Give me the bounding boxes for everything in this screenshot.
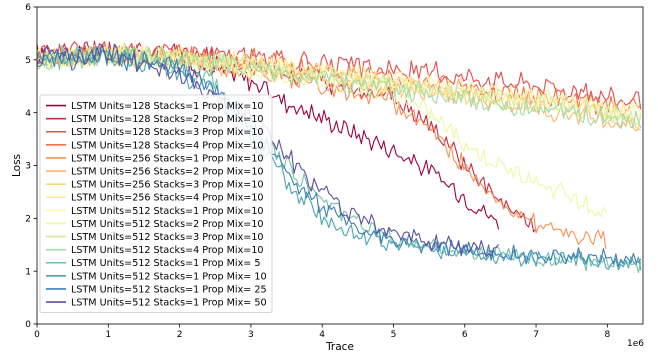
legend: LSTM Units=128 Stacks=1 Prop Mix=10 LSTM … [39, 94, 273, 314]
x-tick-label: 6 [462, 330, 468, 340]
y-tick-label: 2 [25, 215, 31, 225]
y-tick-label: 4 [25, 109, 31, 119]
legend-label-8: LSTM Units=256 Stacks=4 Prop Mix=10 [71, 193, 264, 204]
legend-label-1: LSTM Units=128 Stacks=1 Prop Mix=10 [71, 101, 264, 112]
y-tick-label: 6 [25, 3, 31, 13]
x-tick-label: 2 [177, 330, 183, 340]
legend-entries: LSTM Units=128 Stacks=1 Prop Mix=10 LSTM … [46, 101, 267, 308]
x-tick-label: 8 [604, 330, 610, 340]
x-axis-offset-label: 1e6 [627, 339, 644, 349]
series-line-11 [36, 44, 642, 125]
legend-label-7: LSTM Units=256 Stacks=3 Prop Mix=10 [71, 180, 264, 191]
legend-label-6: LSTM Units=256 Stacks=2 Prop Mix=10 [71, 166, 264, 177]
legend-label-12: LSTM Units=512 Stacks=4 Prop Mix=10 [71, 245, 264, 256]
legend-label-10: LSTM Units=512 Stacks=2 Prop Mix=10 [71, 219, 264, 230]
y-tick-label: 0 [25, 320, 31, 330]
x-tick-label: 3 [248, 330, 254, 340]
legend-label-3: LSTM Units=128 Stacks=3 Prop Mix=10 [71, 127, 264, 138]
legend-label-4: LSTM Units=128 Stacks=4 Prop Mix=10 [71, 140, 264, 151]
legend-box [39, 94, 273, 314]
x-axis: 0 1 2 3 4 5 6 7 8 [34, 324, 610, 340]
x-tick-label: 7 [533, 330, 539, 340]
legend-label-9: LSTM Units=512 Stacks=1 Prop Mix=10 [71, 206, 264, 217]
legend-label-14: LSTM Units=512 Stacks=1 Prop Mix= 10 [71, 271, 267, 282]
y-axis: 0 1 2 3 4 5 6 [25, 3, 37, 330]
legend-label-13: LSTM Units=512 Stacks=1 Prop Mix= 5 [71, 258, 260, 269]
legend-label-16: LSTM Units=512 Stacks=1 Prop Mix= 50 [71, 297, 267, 308]
x-tick-label: 0 [34, 330, 40, 340]
legend-label-2: LSTM Units=128 Stacks=2 Prop Mix=10 [71, 114, 264, 125]
y-tick-label: 5 [25, 56, 31, 66]
y-tick-label: 3 [25, 162, 31, 172]
legend-label-11: LSTM Units=512 Stacks=3 Prop Mix=10 [71, 232, 264, 243]
legend-label-15: LSTM Units=512 Stacks=1 Prop Mix= 25 [71, 284, 267, 295]
x-tick-label: 1 [105, 330, 111, 340]
x-axis-title: Trace [325, 341, 354, 353]
x-tick-label: 5 [391, 330, 397, 340]
y-tick-label: 1 [25, 267, 31, 277]
x-tick-label: 4 [319, 330, 325, 340]
series-line-15 [36, 48, 642, 267]
legend-label-5: LSTM Units=256 Stacks=1 Prop Mix=10 [71, 153, 264, 164]
plot-lines [36, 40, 642, 274]
y-axis-title: Loss [11, 154, 23, 177]
